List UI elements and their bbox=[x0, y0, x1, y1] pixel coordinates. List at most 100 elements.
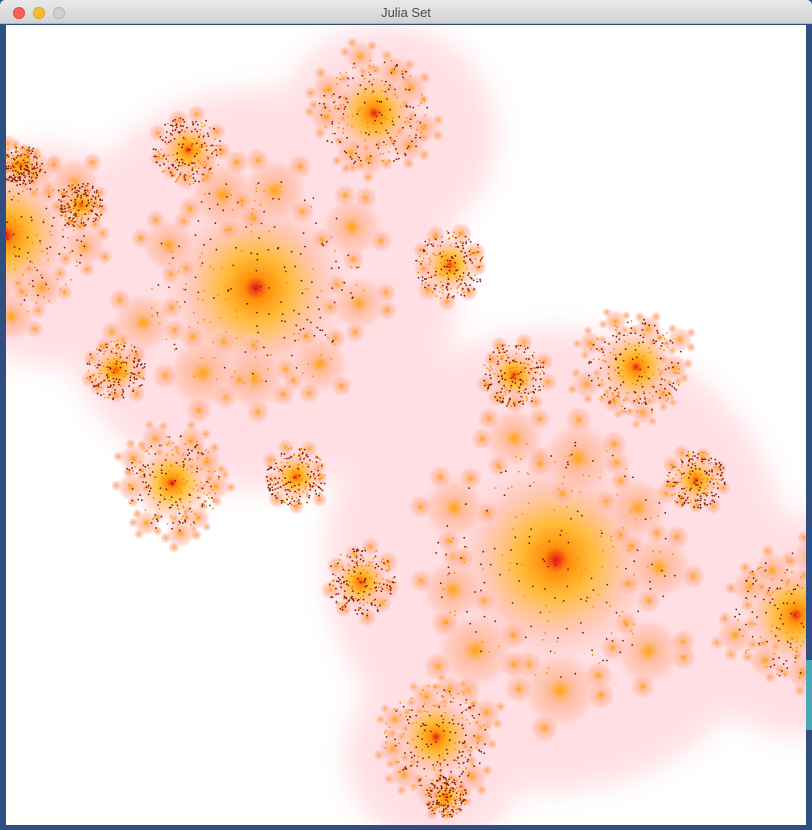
fractal-cluster bbox=[423, 651, 453, 682]
fractal-point bbox=[184, 138, 187, 140]
fractal-cluster bbox=[163, 438, 175, 449]
fractal-point bbox=[296, 491, 298, 494]
fractal-point bbox=[205, 145, 208, 148]
fractal-point bbox=[15, 151, 17, 153]
fractal-point bbox=[653, 342, 656, 345]
fractal-point bbox=[643, 396, 646, 398]
fractal-point bbox=[499, 396, 501, 399]
fractal-point bbox=[359, 84, 362, 87]
fractal-point bbox=[451, 805, 453, 808]
fractal-cluster bbox=[277, 438, 295, 456]
fractal-cluster bbox=[199, 428, 212, 440]
fractal-point bbox=[363, 77, 366, 80]
fractal-point bbox=[77, 220, 79, 222]
fractal-point bbox=[323, 482, 326, 485]
fractal-point bbox=[756, 568, 759, 571]
fractal-point bbox=[797, 585, 800, 588]
fractal-point bbox=[71, 225, 74, 227]
fractal-point bbox=[510, 549, 513, 551]
fractal-point bbox=[112, 398, 114, 401]
fractal-point bbox=[745, 649, 747, 652]
fractal-point bbox=[411, 722, 414, 725]
fractal-point bbox=[699, 499, 702, 502]
fractal-cluster bbox=[145, 209, 167, 231]
fractal-point bbox=[534, 388, 537, 391]
fractal-point bbox=[356, 560, 359, 562]
fractal-point bbox=[550, 455, 553, 457]
fractal-point bbox=[428, 263, 431, 266]
fractal-point bbox=[80, 197, 82, 199]
fractal-point bbox=[305, 462, 308, 465]
fractal-point bbox=[158, 507, 161, 510]
fractal-point bbox=[643, 333, 645, 336]
fractal-point bbox=[508, 361, 511, 364]
julia-set-canvas[interactable] bbox=[6, 25, 806, 825]
fractal-point bbox=[463, 740, 466, 743]
fractal-point bbox=[252, 372, 254, 375]
fractal-point bbox=[423, 99, 426, 102]
fractal-point bbox=[241, 204, 244, 207]
fractal-point bbox=[186, 126, 188, 129]
fractal-point bbox=[460, 283, 462, 285]
fractal-point bbox=[79, 261, 81, 264]
fractal-point bbox=[580, 598, 582, 601]
fractal-point bbox=[701, 460, 703, 463]
fractal-point bbox=[522, 381, 525, 383]
fractal-cluster bbox=[393, 124, 406, 138]
title-bar[interactable]: Julia Set bbox=[0, 0, 812, 24]
fractal-point bbox=[287, 488, 289, 491]
fractal-point bbox=[417, 276, 420, 279]
fractal-point bbox=[207, 171, 210, 174]
fractal-cluster bbox=[320, 196, 383, 259]
fractal-point bbox=[193, 522, 196, 525]
fractal-point bbox=[631, 358, 634, 361]
fractal-point bbox=[385, 143, 387, 146]
fractal-point bbox=[258, 292, 260, 295]
fractal-point bbox=[72, 217, 74, 220]
fractal-point bbox=[12, 233, 15, 236]
fractal-cluster bbox=[187, 104, 207, 124]
fractal-point bbox=[504, 393, 507, 396]
fractal-point bbox=[140, 499, 143, 501]
fractal-point bbox=[353, 550, 356, 553]
fractal-point bbox=[453, 272, 456, 275]
fractal-point bbox=[337, 580, 340, 583]
fractal-point bbox=[435, 267, 438, 270]
fractal-point bbox=[214, 492, 217, 495]
fractal-point bbox=[294, 339, 296, 342]
fractal-point bbox=[387, 580, 390, 583]
minimize-icon[interactable] bbox=[33, 7, 45, 19]
fractal-point bbox=[452, 790, 455, 793]
fractal-point bbox=[601, 549, 604, 552]
fractal-point bbox=[398, 742, 401, 745]
fractal-point bbox=[524, 348, 527, 350]
fractal-point bbox=[799, 672, 802, 674]
close-icon[interactable] bbox=[13, 7, 25, 19]
fractal-point bbox=[35, 176, 38, 179]
fractal-cluster bbox=[499, 649, 529, 680]
fractal-point bbox=[290, 354, 293, 357]
fractal-point bbox=[568, 455, 571, 457]
fractal-point bbox=[171, 173, 173, 176]
fractal-point bbox=[362, 604, 365, 606]
fractal-point bbox=[115, 343, 118, 346]
fractal-cluster bbox=[168, 513, 181, 525]
fractal-point bbox=[336, 562, 339, 565]
fractal-point bbox=[67, 223, 70, 226]
fractal-point bbox=[64, 192, 66, 195]
fractal-point bbox=[92, 195, 94, 198]
fractal-point bbox=[673, 574, 676, 577]
fractal-point bbox=[286, 498, 288, 501]
fractal-point bbox=[533, 481, 535, 484]
fractal-point bbox=[70, 211, 72, 214]
fractal-point bbox=[713, 494, 716, 497]
fractal-point bbox=[324, 125, 327, 128]
zoom-icon[interactable] bbox=[53, 7, 65, 19]
fractal-point bbox=[359, 577, 361, 579]
fractal-point bbox=[308, 477, 311, 480]
fractal-point bbox=[71, 220, 73, 222]
fractal-point bbox=[542, 361, 545, 364]
fractal-point bbox=[215, 378, 218, 381]
fractal-point bbox=[387, 159, 390, 162]
fractal-point bbox=[11, 165, 14, 167]
